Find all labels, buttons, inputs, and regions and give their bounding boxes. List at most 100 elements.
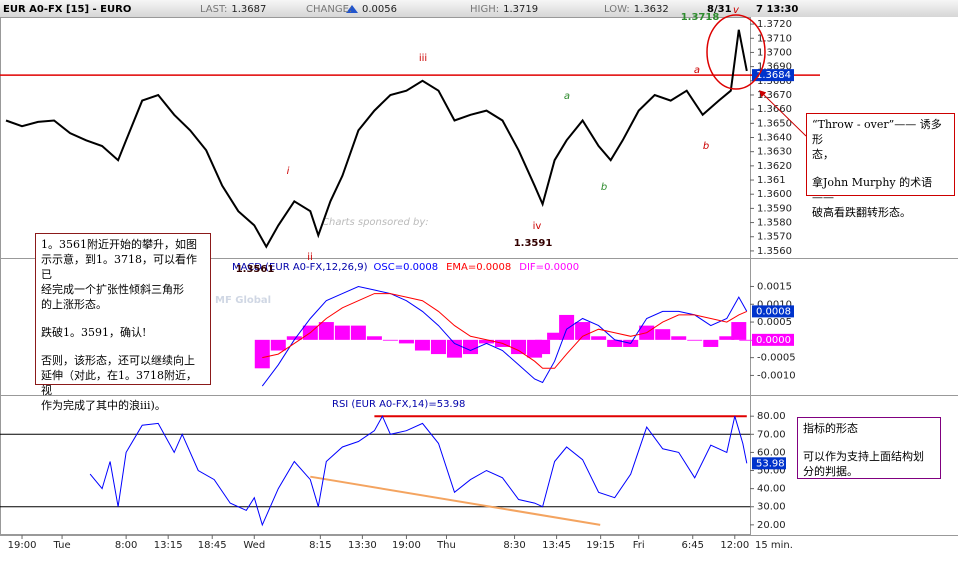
histogram-bar bbox=[547, 332, 563, 340]
last-label: LAST: bbox=[200, 4, 227, 15]
y-tick-label: 50.00 bbox=[757, 466, 786, 477]
note-rsi: 指标的形态 可以作为支持上面结构划 分的判据。 bbox=[797, 417, 941, 479]
title-value: 53.98 bbox=[437, 399, 466, 410]
histogram-bar bbox=[270, 339, 286, 351]
histogram-bar bbox=[671, 336, 687, 340]
panel-title: RSI (EUR A0-FX,14) bbox=[332, 399, 428, 410]
y-tick-label: 20.00 bbox=[757, 520, 786, 531]
wave-label: b bbox=[601, 182, 607, 193]
legend-name: OSC bbox=[373, 262, 394, 273]
y-tick-label: 80.00 bbox=[757, 411, 786, 422]
histogram-bar bbox=[511, 339, 527, 355]
histogram-bar bbox=[535, 339, 551, 355]
x-tick-label: 8:00 bbox=[115, 540, 137, 551]
x-tick-label: 8:30 bbox=[503, 540, 525, 551]
legend-separator: = bbox=[536, 262, 544, 273]
wave-label: a bbox=[694, 65, 700, 76]
watermark-brand: MF Global bbox=[215, 295, 271, 306]
note-line: 指标的形态 bbox=[803, 422, 858, 435]
x-tick-label: 19:00 bbox=[8, 540, 37, 551]
y-tick-label: 0.0015 bbox=[757, 281, 792, 292]
y-tick-label: -0.0010 bbox=[757, 370, 796, 381]
y-tick-label: 1.3680 bbox=[757, 76, 792, 87]
histogram-bar bbox=[318, 322, 334, 340]
y-tick-label: 1.3600 bbox=[757, 189, 792, 200]
histogram-bar bbox=[655, 329, 671, 340]
y-tick-label: 1.3720 bbox=[757, 19, 792, 30]
histogram-bar bbox=[575, 322, 591, 340]
note-line: 作为完成了其中的浪iii)。 bbox=[41, 399, 166, 412]
y-tick-label: 1.3630 bbox=[757, 147, 792, 158]
wave-label: 1.3718 bbox=[681, 12, 720, 23]
x-tick-label: Wed bbox=[243, 540, 265, 551]
legend-separator: = bbox=[395, 262, 403, 273]
value-badge-label: 0.0008 bbox=[756, 306, 791, 317]
histogram-bar bbox=[719, 336, 735, 340]
note-line: 跌破1。3591，确认! bbox=[41, 326, 147, 339]
y-tick-label: 1.3700 bbox=[757, 47, 792, 58]
y-tick-label: 1.3650 bbox=[757, 118, 792, 129]
x-tick-label: 6:45 bbox=[682, 540, 704, 551]
panel-title: MACD (EUR A0-FX,12,26,9) bbox=[232, 262, 368, 273]
histogram-bar bbox=[591, 336, 607, 340]
value-badge bbox=[752, 305, 794, 318]
histogram-bar bbox=[334, 325, 350, 340]
note-paragraph: 拿John Murphy 的术语 —— 破高看跌翻转形态。 bbox=[812, 175, 949, 220]
legend-name: EMA bbox=[446, 262, 468, 273]
wave-label: v bbox=[733, 5, 740, 16]
histogram-bar bbox=[430, 339, 446, 355]
histogram-bar bbox=[687, 339, 703, 341]
high-value: 1.3719 bbox=[503, 4, 538, 15]
y-tick-label: 1.3670 bbox=[757, 90, 792, 101]
trend-line bbox=[310, 475, 601, 526]
data-line bbox=[89, 415, 748, 527]
histogram-bar bbox=[739, 339, 755, 341]
y-tick-label: 1.3570 bbox=[757, 232, 792, 243]
histogram-bar bbox=[350, 325, 366, 340]
histogram-bar bbox=[479, 339, 495, 344]
y-tick-label: 0.0010 bbox=[757, 299, 792, 310]
x-tick-label: 8:15 bbox=[309, 540, 331, 551]
note-line: 示示意，到1。3718，可以看作已 bbox=[41, 253, 197, 281]
high-label: HIGH: bbox=[470, 4, 499, 15]
y-tick-label: 60.00 bbox=[757, 447, 786, 458]
highlight-circle bbox=[706, 14, 766, 90]
legend-value: 0.0000 bbox=[544, 262, 579, 273]
wave-label: i bbox=[287, 166, 290, 177]
note-line: 1。3561附近开始的攀升，如图 bbox=[41, 238, 197, 251]
change-arrow bbox=[346, 5, 358, 13]
histogram-bar bbox=[446, 339, 462, 358]
histogram-bar bbox=[382, 339, 398, 341]
callout-arrow bbox=[758, 90, 807, 137]
note-right: “Throw - over”—— 诱多形 态， 拿John Murphy 的术语 —… bbox=[806, 113, 955, 219]
histogram-bar bbox=[366, 336, 382, 340]
note-paragraph: 跌破1。3591，确认! bbox=[41, 325, 205, 340]
data-line bbox=[5, 29, 748, 249]
low-value: 1.3632 bbox=[634, 4, 669, 15]
value-badge bbox=[752, 333, 794, 346]
note-paragraph: 1。3561附近开始的攀升，如图示示意，到1。3718，可以看作已经完成一个扩张… bbox=[41, 237, 205, 312]
histogram-bar bbox=[398, 339, 414, 344]
note-line: 经完成一个扩张性倾斜三角形 bbox=[41, 283, 184, 296]
note-line: 态， bbox=[812, 148, 834, 161]
note-left: 1。3561附近开始的攀升，如图示示意，到1。3718，可以看作已经完成一个扩张… bbox=[35, 233, 211, 412]
y-tick-label: -0.0005 bbox=[757, 353, 796, 364]
x-tick-label: 18:45 bbox=[198, 540, 227, 551]
x-tick-label: 19:15 bbox=[586, 540, 615, 551]
wave-label: a bbox=[564, 91, 570, 102]
note-line: 拿John Murphy 的术语 —— bbox=[812, 176, 933, 204]
y-tick-label: 1.3560 bbox=[757, 246, 792, 257]
y-tick-label: 1.3710 bbox=[757, 33, 792, 44]
wave-label: ii bbox=[307, 252, 313, 263]
watermark-sponsor: Charts sponsored by: bbox=[322, 217, 429, 228]
header-bar bbox=[0, 0, 958, 17]
histogram-bar bbox=[414, 339, 430, 351]
histogram-bar bbox=[286, 336, 302, 340]
y-tick-label: 1.3580 bbox=[757, 218, 792, 229]
change-value: 0.0056 bbox=[362, 4, 397, 15]
y-tick-label: 0.0005 bbox=[757, 317, 792, 328]
histogram-bar bbox=[607, 339, 623, 347]
x-tick-label: Tue bbox=[53, 540, 71, 551]
data-line bbox=[262, 293, 748, 369]
